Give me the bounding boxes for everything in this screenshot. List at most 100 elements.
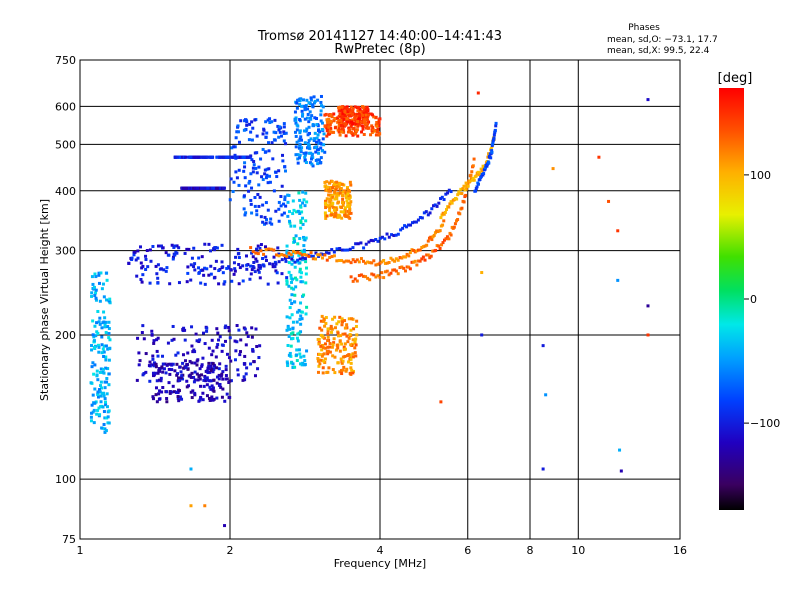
- y-axis-label: Stationary phase Virtual Height [km]: [38, 199, 51, 401]
- echo-point: [301, 98, 305, 102]
- echo-point: [261, 178, 265, 182]
- echo-point: [295, 140, 299, 144]
- echo-point: [266, 118, 270, 122]
- echo-point: [256, 252, 260, 256]
- echo-point: [249, 362, 253, 366]
- echo-point: [103, 380, 107, 384]
- echo-point: [407, 223, 411, 227]
- echo-point: [333, 192, 337, 196]
- echo-point: [249, 172, 253, 176]
- echo-point: [286, 214, 290, 218]
- echo-point: [295, 336, 299, 340]
- echo-point: [210, 338, 214, 342]
- echo-point: [96, 331, 100, 335]
- echo-point: [105, 271, 109, 275]
- echo-point: [235, 340, 239, 344]
- echo-point: [165, 390, 169, 394]
- echo-point: [460, 206, 464, 210]
- echo-point: [311, 103, 315, 107]
- echo-point: [185, 247, 189, 251]
- echo-point: [340, 317, 344, 321]
- echo-point: [349, 130, 353, 134]
- echo-point: [221, 186, 225, 190]
- echo-point: [175, 244, 179, 248]
- echo-point: [277, 254, 281, 258]
- echo-point: [241, 155, 245, 159]
- echo-point: [218, 155, 222, 159]
- echo-point: [209, 249, 213, 253]
- echo-point: [137, 351, 141, 355]
- echo-point: [361, 113, 365, 117]
- echo-point: [158, 367, 162, 371]
- echo-point: [409, 223, 413, 227]
- echo-point: [155, 272, 159, 276]
- echo-point: [266, 282, 270, 286]
- echo-point: [181, 186, 185, 190]
- echo-point: [415, 263, 419, 267]
- echo-point: [223, 326, 227, 330]
- echo-point: [261, 132, 265, 136]
- echo-point: [312, 139, 316, 143]
- echo-point: [193, 268, 197, 272]
- echo-point: [326, 120, 330, 124]
- echo-point: [236, 130, 240, 134]
- echo-point: [247, 181, 251, 185]
- echo-point: [396, 272, 400, 276]
- echo-point: [102, 391, 106, 395]
- echo-point: [368, 278, 372, 282]
- echo-point: [221, 377, 225, 381]
- echo-point: [139, 277, 143, 281]
- echo-point: [351, 107, 355, 111]
- echo-point: [144, 254, 148, 258]
- echo-point: [300, 249, 304, 253]
- echo-point: [215, 345, 219, 349]
- echo-point: [327, 189, 331, 193]
- echo-point: [159, 267, 163, 271]
- echo-point: [266, 208, 270, 212]
- echo-point: [339, 122, 343, 126]
- echo-point: [348, 353, 352, 357]
- echo-point: [371, 113, 375, 117]
- echo-point: [338, 113, 342, 117]
- echo-point: [200, 255, 204, 259]
- echo-point: [263, 168, 267, 172]
- echo-point: [205, 376, 209, 380]
- echo-point: [242, 169, 246, 173]
- echo-point: [91, 393, 95, 397]
- echo-point: [155, 400, 159, 404]
- echo-point: [426, 213, 430, 217]
- echo-point: [244, 211, 248, 215]
- echo-point: [380, 271, 384, 275]
- echo-point: [291, 249, 295, 253]
- echo-point: [408, 267, 412, 271]
- echo-point: [433, 231, 437, 235]
- echo-point: [340, 193, 344, 197]
- echo-point: [319, 146, 323, 150]
- echo-point: [316, 356, 320, 360]
- echo-point: [108, 338, 112, 342]
- echo-point: [387, 235, 391, 239]
- echo-point: [387, 261, 391, 265]
- echo-point: [282, 130, 286, 134]
- echo-point: [246, 155, 250, 159]
- echo-point: [107, 299, 111, 303]
- echo-point: [485, 164, 489, 168]
- echo-point: [459, 187, 463, 191]
- echo-point: [317, 141, 321, 145]
- echo-point: [299, 219, 303, 223]
- echo-point: [402, 255, 406, 259]
- echo-point: [100, 343, 104, 347]
- echo-point: [450, 201, 454, 205]
- echo-point: [311, 257, 315, 261]
- echo-point: [343, 206, 347, 210]
- echo-point: [348, 209, 352, 213]
- echo-point: [328, 345, 332, 349]
- echo-point: [106, 415, 110, 419]
- echo-point: [401, 226, 405, 230]
- echo-point: [337, 126, 341, 130]
- echo-point: [352, 327, 356, 331]
- chart-subtitle: RwPretec (8p): [334, 42, 425, 57]
- echo-point: [97, 350, 101, 354]
- echo-point: [98, 384, 102, 388]
- echo-point: [337, 130, 341, 134]
